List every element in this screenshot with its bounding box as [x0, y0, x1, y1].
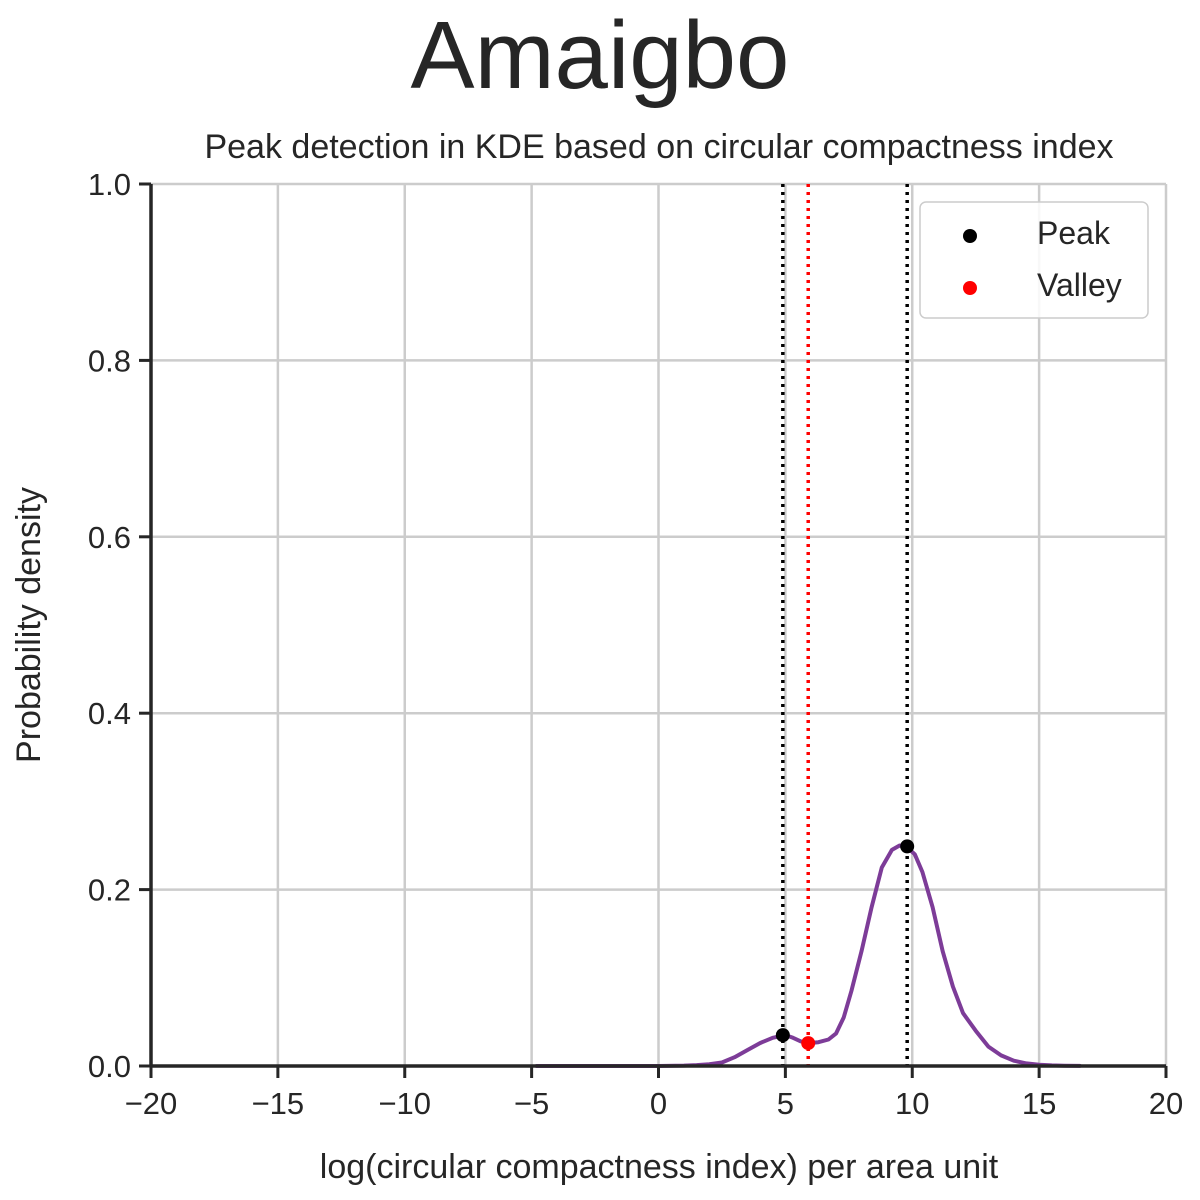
x-tick-label-7: 15 — [1022, 1086, 1056, 1121]
y-axis-label: Probability density — [10, 487, 48, 763]
x-tick-label-1: −15 — [252, 1086, 305, 1121]
y-ticks: 0.0 0.2 0.4 0.6 0.8 1.0 — [88, 167, 151, 1084]
legend-peak-marker — [963, 229, 977, 243]
y-tick-label-5: 1.0 — [88, 167, 131, 202]
peak-point-0 — [775, 1028, 790, 1043]
peak-point-1 — [900, 839, 915, 854]
x-tick-label-8: 20 — [1149, 1086, 1183, 1121]
kde-line-0 — [534, 843, 1082, 1068]
y-tick-label-1: 0.2 — [88, 873, 131, 908]
grid-lines — [149, 182, 1168, 1068]
x-ticks: −20 −15 −10 −5 0 5 10 15 20 — [125, 1066, 1183, 1121]
valley-point-0 — [801, 1036, 816, 1051]
x-axis-label: log(circular compactness index) per area… — [320, 1148, 999, 1186]
y-tick-label-3: 0.6 — [88, 520, 131, 555]
legend-valley-label: Valley — [1037, 267, 1122, 303]
marker-lines — [781, 184, 909, 1066]
legend-peak-label: Peak — [1037, 215, 1111, 251]
legend: Peak Valley — [919, 201, 1149, 319]
y-tick-label-0: 0.0 — [88, 1049, 131, 1084]
x-tick-label-2: −10 — [378, 1086, 431, 1121]
chart-title: Peak detection in KDE based on circular … — [204, 128, 1113, 166]
legend-box — [919, 201, 1149, 319]
y-tick-label-4: 0.8 — [88, 343, 131, 378]
x-tick-label-3: −5 — [514, 1086, 549, 1121]
figure-suptitle: Amaigbo — [411, 2, 790, 109]
x-tick-label-5: 5 — [777, 1086, 794, 1121]
x-tick-label-4: 0 — [650, 1086, 667, 1121]
y-tick-label-2: 0.4 — [88, 696, 131, 731]
x-tick-label-0: −20 — [125, 1086, 178, 1121]
marker-points — [775, 839, 915, 1051]
x-tick-label-6: 10 — [895, 1086, 929, 1121]
legend-valley-marker — [963, 281, 977, 295]
kde-series — [534, 843, 1082, 1068]
